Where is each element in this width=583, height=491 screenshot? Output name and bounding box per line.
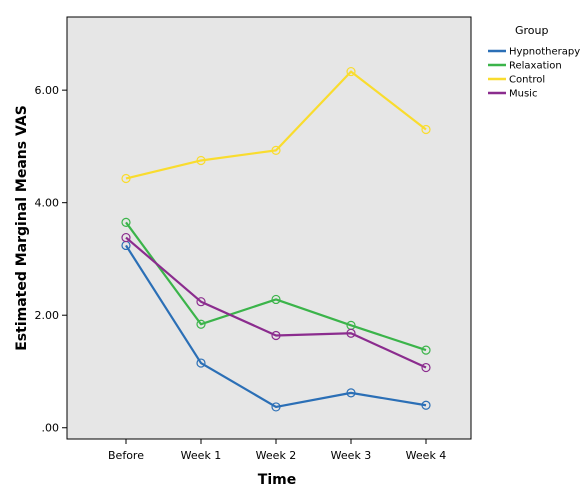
data-point-hypnotherapy	[196, 358, 206, 368]
x-axis: Before Week 1 Week 2 Week 3 Week 4	[108, 439, 446, 462]
x-axis-title: Time	[258, 472, 296, 488]
y-tick-label: 4.00	[35, 197, 60, 210]
legend-label-music: Music	[509, 89, 537, 100]
data-point-relaxation	[196, 319, 206, 329]
data-point-relaxation	[121, 217, 131, 227]
x-tick-label: Week 3	[331, 449, 372, 462]
data-point-music	[196, 297, 206, 307]
x-tick-label: Before	[108, 449, 144, 462]
y-axis: .00 2.00 4.00 6.00	[35, 84, 67, 435]
data-point-control	[121, 173, 131, 184]
data-point-control	[421, 124, 431, 135]
y-axis-title: Estimated Marginal Means VAS	[14, 105, 30, 351]
series-line-control	[125, 70, 427, 180]
y-tick-label: 2.00	[35, 309, 60, 322]
data-point-relaxation	[271, 294, 281, 305]
data-point-hypnotherapy	[346, 388, 356, 398]
data-point-control	[346, 66, 356, 77]
data-point-music	[121, 232, 131, 243]
legend: Hypnotherapy Relaxation Control Music	[488, 47, 580, 100]
legend-label-hypnotherapy: Hypnotherapy	[509, 47, 580, 58]
legend-label-relaxation: Relaxation	[509, 61, 562, 72]
legend-title: Group	[515, 24, 549, 37]
y-tick-label: .00	[42, 422, 60, 435]
data-point-hypnotherapy	[421, 400, 431, 410]
plot-area	[66, 16, 472, 440]
series-layer	[121, 66, 431, 412]
x-tick-label: Week 1	[181, 449, 222, 462]
legend-label-control: Control	[509, 75, 545, 86]
series-line-music	[125, 236, 427, 369]
data-point-music	[346, 328, 356, 338]
data-point-music	[271, 330, 281, 341]
series-line-relaxation	[125, 221, 427, 352]
y-tick-label: 6.00	[35, 84, 60, 97]
data-point-hypnotherapy	[271, 402, 281, 412]
series-line-hypnotherapy	[125, 244, 427, 409]
data-point-music	[421, 362, 431, 373]
data-point-control	[196, 155, 206, 166]
x-tick-label: Week 4	[406, 449, 447, 462]
x-tick-label: Week 2	[256, 449, 297, 462]
data-point-control	[271, 145, 281, 155]
data-point-relaxation	[421, 345, 431, 355]
